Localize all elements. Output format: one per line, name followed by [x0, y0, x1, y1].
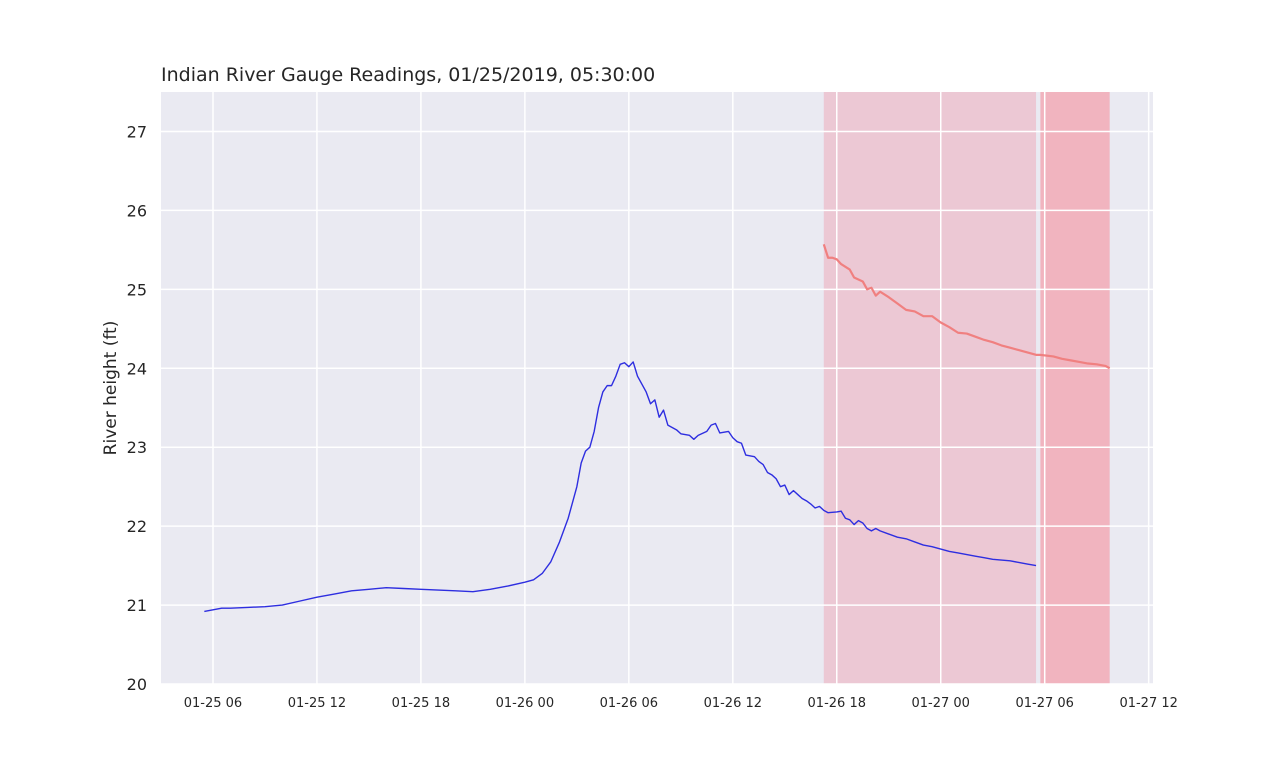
x-tick-label: 01-26 18 [808, 696, 866, 711]
y-axis-ticks: 20 21 22 23 24 25 26 27 [127, 122, 147, 694]
grid-lines [161, 92, 1153, 685]
chart-title: Indian River Gauge Readings, 01/25/2019,… [161, 64, 655, 86]
series-lines [204, 244, 1111, 613]
forecast-line [822, 244, 1111, 370]
forecast-bands [823, 92, 1110, 684]
x-tick-label: 01-26 12 [704, 696, 762, 711]
forecast-band-dark [1040, 92, 1110, 684]
x-tick-label: 01-27 00 [912, 696, 970, 711]
y-tick-label: 25 [127, 280, 147, 299]
y-axis-label: River height (ft) [101, 321, 121, 456]
y-tick-label: 24 [127, 359, 147, 378]
x-tick-label: 01-25 12 [288, 696, 346, 711]
forecast-band-light [823, 92, 1037, 684]
y-tick-label: 27 [127, 122, 147, 141]
observed-line [204, 361, 1037, 613]
y-tick-label: 21 [127, 596, 147, 615]
y-tick-label: 22 [127, 517, 147, 536]
x-tick-label: 01-25 06 [184, 696, 242, 711]
x-tick-label: 01-27 06 [1015, 696, 1073, 711]
y-tick-label: 20 [127, 675, 147, 694]
x-tick-label: 01-25 18 [392, 696, 450, 711]
x-tick-label: 01-27 12 [1119, 696, 1177, 711]
x-tick-label: 01-26 00 [496, 696, 554, 711]
x-axis-ticks: 01-25 06 01-25 12 01-25 18 01-26 00 01-26 06… [184, 696, 1178, 711]
y-tick-label: 23 [127, 438, 147, 457]
y-tick-label: 26 [127, 201, 147, 220]
x-tick-label: 01-26 06 [600, 696, 658, 711]
